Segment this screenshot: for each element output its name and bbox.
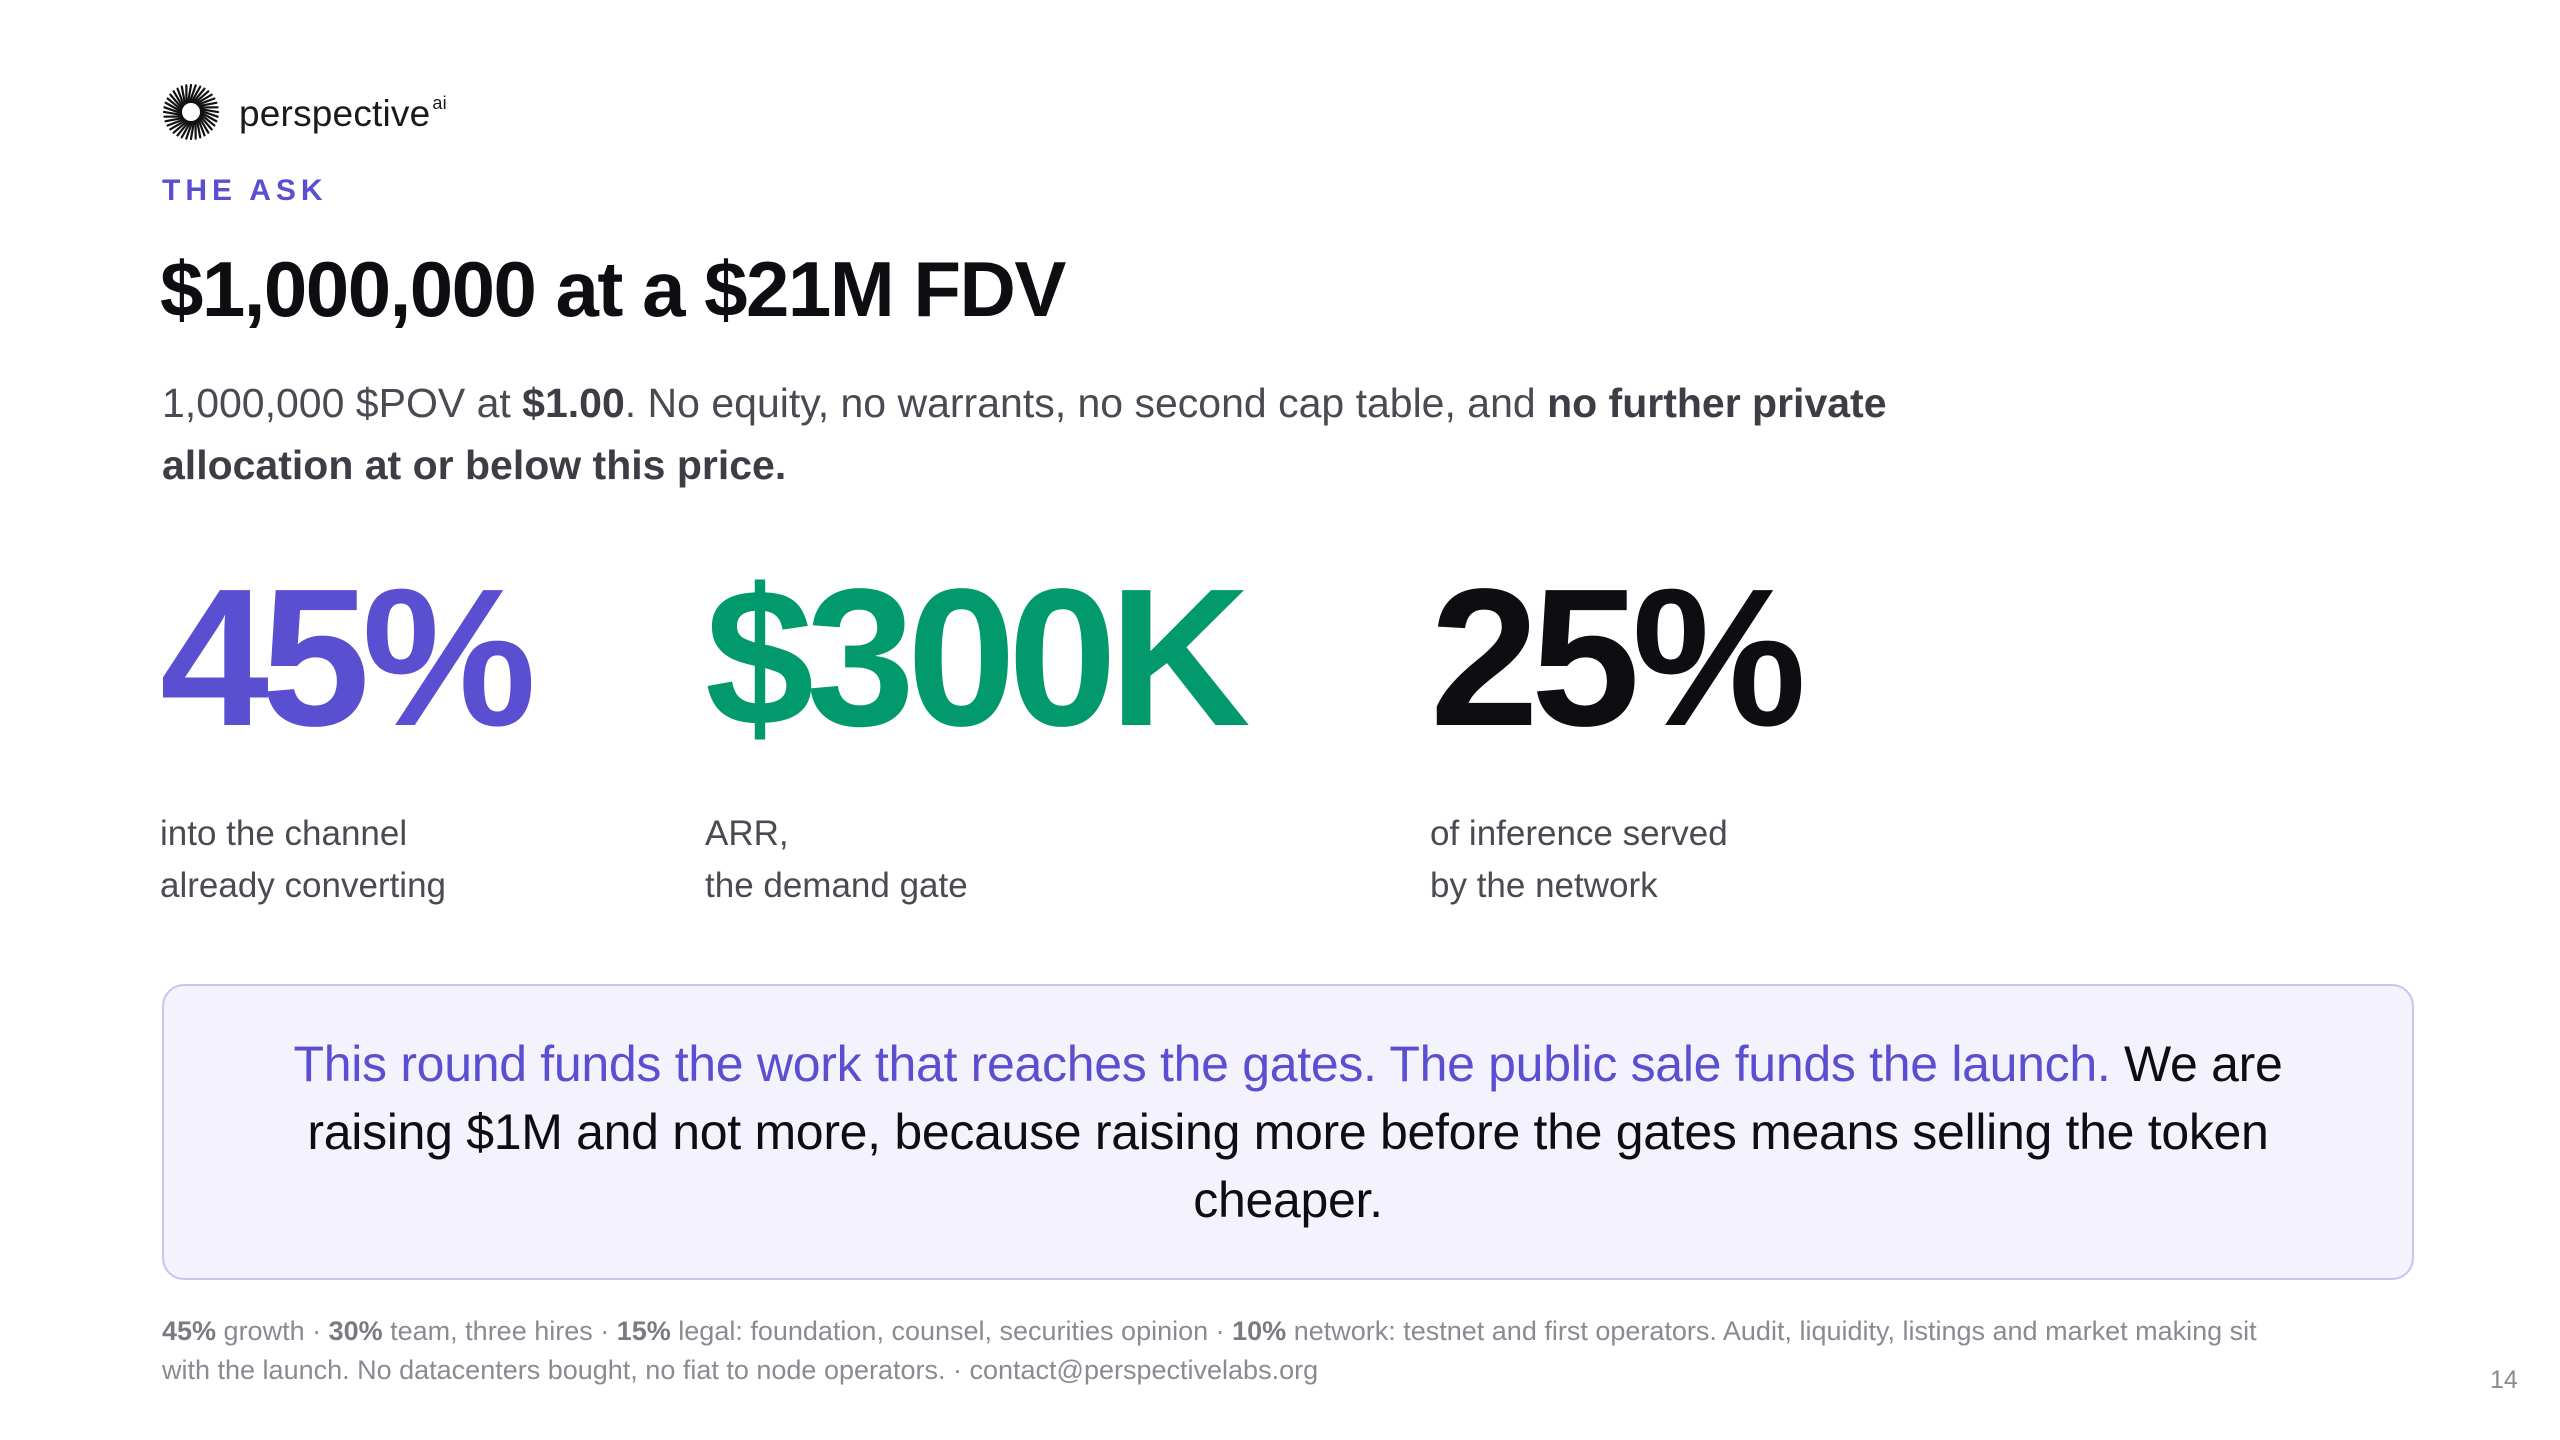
section-eyebrow: THE ASK (162, 174, 328, 207)
brand-name: perspective ai (239, 92, 447, 134)
stat-label-line: by the network (1430, 866, 1658, 905)
subheadline: 1,000,000 $POV at $1.00. No equity, no w… (162, 372, 2062, 496)
stat-label-line: already converting (160, 866, 446, 905)
footnote-text: team, three hires · (382, 1316, 617, 1346)
stat-arr: $300K ARR, the demand gate (705, 548, 1251, 912)
footnote-text: growth · (216, 1316, 329, 1346)
callout-box: This round funds the work that reaches t… (162, 984, 2414, 1280)
brand-superscript: ai (432, 92, 447, 113)
stat-label-line: into the channel (160, 814, 408, 853)
subhead-text-1: 1,000,000 $POV at (162, 380, 523, 426)
footnote-pct-network: 10% (1232, 1316, 1287, 1346)
stat-label: into the channel already converting (160, 808, 528, 912)
footnote-text: network: testnet and first operators. Au… (162, 1316, 2257, 1385)
subhead-text-2: . No equity, no warrants, no second cap … (624, 380, 1548, 426)
stat-label-line: of inference served (1430, 814, 1728, 853)
footnote-text: legal: foundation, counsel, securities o… (670, 1316, 1233, 1346)
page-number: 14 (2490, 1366, 2518, 1394)
stat-label: of inference served by the network (1430, 808, 1798, 912)
footnote: 45% growth · 30% team, three hires · 15%… (162, 1312, 2312, 1390)
callout-text: This round funds the work that reaches t… (254, 1030, 2322, 1234)
stat-value: 25% (1430, 548, 1806, 767)
brand-logo: perspective ai (163, 84, 447, 140)
footnote-pct-legal: 15% (616, 1316, 671, 1346)
footnote-pct-team: 30% (328, 1316, 383, 1346)
callout-body-text: We are raising $1M and not more, because… (307, 1036, 2283, 1228)
stat-label: ARR, the demand gate (705, 808, 1243, 912)
stat-value: 45% (160, 548, 536, 767)
stat-label-line: ARR, (705, 814, 789, 853)
stat-channel: 45% into the channel already converting (160, 548, 536, 912)
subhead-price: $1.00 (522, 380, 625, 426)
stat-value: $300K (705, 548, 1251, 767)
stat-inference: 25% of inference served by the network (1430, 548, 1806, 912)
footnote-pct-growth: 45% (162, 1316, 217, 1346)
sunburst-logo-icon (163, 84, 219, 140)
callout-accent-text: This round funds the work that reaches t… (293, 1036, 2111, 1092)
stat-label-line: the demand gate (705, 866, 968, 905)
page-title: $1,000,000 at a $21M FDV (160, 245, 1066, 333)
subhead-emphasis: no further private allocation at or belo… (162, 380, 1887, 488)
